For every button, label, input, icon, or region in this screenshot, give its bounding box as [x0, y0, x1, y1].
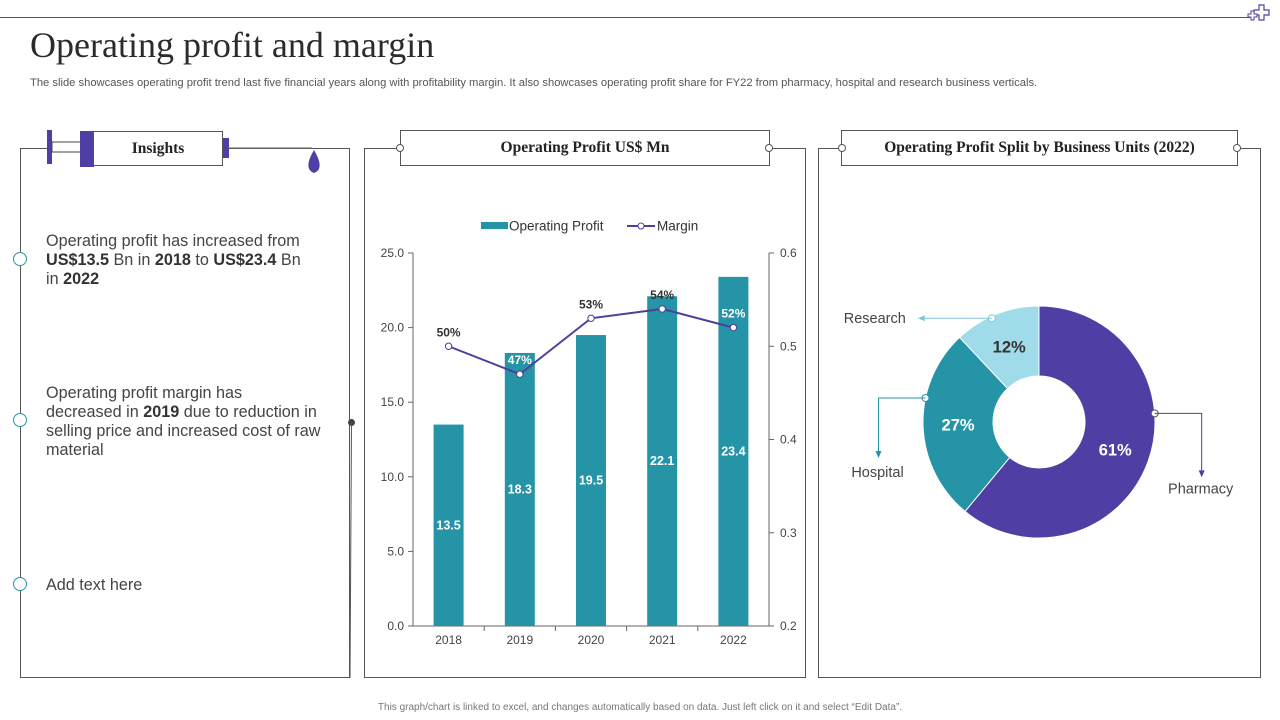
insight-text-fragment: US$23.4: [213, 251, 277, 269]
legend-label-line: Margin: [657, 219, 698, 234]
header-knob: [396, 144, 404, 152]
insight-item-2: Operating profit margin has decreased in…: [46, 384, 321, 460]
insights-panel: [20, 148, 350, 678]
bar-2018: [433, 424, 464, 626]
insight-text-fragment: Operating profit has increased from: [46, 232, 300, 250]
insight-bullet: [13, 252, 27, 266]
margin-value-label: 54%: [650, 288, 674, 302]
x-tick-label: 2018: [435, 633, 462, 647]
insight-text-fragment: 2022: [63, 270, 100, 288]
bar-value-label: 23.4: [721, 444, 745, 458]
slice-value-label: 61%: [1099, 441, 1132, 459]
legend-label-bar: Operating Profit: [509, 219, 604, 234]
y-tick-label: 25.0: [381, 246, 405, 260]
bar-2020: [576, 335, 606, 626]
arrow-down-icon: [875, 450, 882, 458]
insight-text-fragment: 2018: [154, 251, 191, 269]
slice-value-label: 12%: [993, 339, 1026, 357]
y-tick-label: 15.0: [381, 395, 405, 409]
insight-text-fragment: Add text here: [46, 576, 143, 594]
insight-text-fragment: Operating profit margin has decreased in: [46, 384, 243, 421]
callout-line-hospital: [878, 397, 926, 456]
insight-text-fragment: Bn in: [109, 251, 155, 269]
legend-swatch-bar: [481, 222, 508, 229]
margin-point: [729, 323, 738, 332]
bar-2021: [647, 296, 678, 626]
arrow-left-icon: [917, 315, 925, 322]
margin-point: [516, 370, 524, 378]
callout-label-hospital: Hospital: [851, 465, 903, 481]
insight-text-fragment: Bn in: [46, 251, 301, 288]
y2-tick-label: 0.5: [780, 339, 797, 353]
operating-profit-chart: Operating Profit Margin 0.0 5.0 10.0 15.0 20…: [381, 219, 797, 648]
slice-value-label: 27%: [942, 417, 975, 435]
header-knob: [1233, 144, 1241, 152]
header-knob: [838, 144, 846, 152]
callout-line-pharmacy: [1154, 412, 1203, 476]
slice-hospital: [922, 336, 1011, 513]
insights-header: Insights: [93, 131, 223, 166]
arrow-down-icon: [1198, 470, 1205, 478]
bar-value-label: 13.5: [436, 518, 460, 532]
y-tick-label: 5.0: [387, 544, 404, 558]
pie-chart-header: Operating Profit Split by Business Units…: [841, 130, 1238, 166]
y2-tick-label: 0.6: [780, 246, 797, 260]
callout-label-research: Research: [844, 311, 906, 327]
x-tick-label: 2019: [506, 633, 533, 647]
slice-research: [958, 305, 1040, 390]
header-knob: [765, 144, 773, 152]
connector-line: [348, 419, 355, 679]
y2-tick-label: 0.2: [780, 619, 797, 633]
footer-note: This graph/chart is linked to excel, and…: [377, 702, 903, 713]
insight-bullet: [13, 413, 27, 427]
x-tick-label: 2021: [649, 633, 676, 647]
y-tick-label: 20.0: [381, 321, 405, 335]
chart-plot: 0.0 5.0 10.0 15.0 20.0 25.0 0.2 0.3 0.4 0.5 0.6 13.…: [381, 246, 797, 647]
business-split-donut: 61% 27% 12% Pharmacy Hospital Research: [844, 305, 1234, 539]
donut-slices: 61% 27% 12%: [922, 305, 1156, 539]
x-tick-label: 2020: [578, 633, 605, 647]
insight-text-fragment: US$13.5: [46, 251, 109, 269]
page-title: Operating profit and margin: [30, 25, 435, 65]
y2-tick-label: 0.4: [780, 433, 797, 447]
margin-value-label: 52%: [721, 307, 745, 321]
chart-legend: Operating Profit Margin: [481, 219, 698, 234]
slice-pharmacy: [964, 305, 1156, 539]
insight-text-fragment: due to reduction in selling price and in…: [46, 403, 321, 459]
bar-value-label: 19.5: [579, 474, 603, 488]
bar-2022: [718, 276, 749, 626]
callout-label-pharmacy: Pharmacy: [1168, 481, 1234, 497]
x-tick-label: 2022: [720, 633, 747, 647]
syringe-icon: [47, 130, 320, 173]
margin-value-label: 50%: [437, 325, 461, 339]
y-tick-label: 10.0: [381, 470, 405, 484]
y-tick-label: 0.0: [387, 619, 404, 633]
margin-point: [587, 314, 595, 322]
insight-text-fragment: to: [190, 251, 214, 269]
margin-point: [658, 305, 666, 313]
margin-value-label: 47%: [508, 353, 532, 367]
margin-value-label: 53%: [579, 297, 603, 311]
bar-2019: [504, 352, 535, 626]
bar-value-label: 18.3: [508, 482, 532, 496]
donut-callouts: Pharmacy Hospital Research: [844, 311, 1234, 497]
page-subtitle: The slide showcases operating profit tre…: [30, 77, 1038, 89]
bar-value-label: 22.1: [650, 454, 674, 468]
top-rule: [0, 17, 1250, 18]
plus-cross-icon: [1247, 4, 1270, 21]
margin-point: [444, 342, 453, 350]
legend-marker-line: [637, 222, 645, 230]
insight-item-1: Operating profit has increased from US$1…: [46, 232, 316, 289]
insight-bullet: [13, 577, 27, 591]
insight-item-3: Add text here: [46, 576, 316, 595]
bar-chart-header: Operating Profit US$ Mn: [400, 130, 770, 166]
insight-text-fragment: 2019: [143, 403, 180, 421]
y2-tick-label: 0.3: [780, 526, 797, 540]
